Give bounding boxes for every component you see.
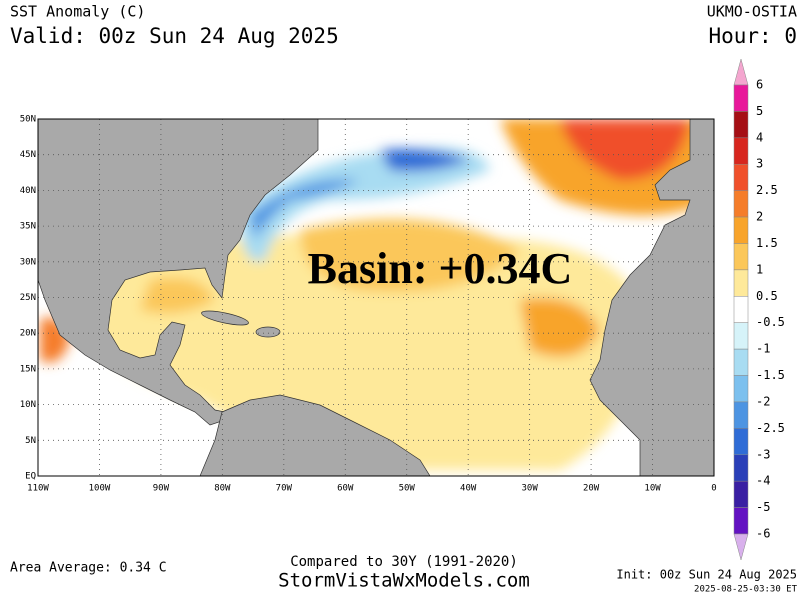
colorbar-box [733, 269, 749, 297]
colorbar-label: -2 [756, 394, 770, 408]
colorbar-label: 4 [756, 130, 763, 144]
lon-label: 110W [27, 484, 49, 494]
colorbar-box [733, 137, 749, 165]
valid-time: Valid: 00z Sun 24 Aug 2025 [10, 24, 339, 48]
lat-label: 20N [20, 329, 36, 339]
colorbar-box [733, 84, 749, 112]
colorbar-arrow-bottom [733, 533, 749, 561]
colorbar-label: 5 [756, 104, 763, 118]
title: SST Anomaly (C) [10, 3, 145, 21]
lat-label: 30N [20, 257, 36, 267]
lat-label: 5N [25, 436, 36, 446]
lat-label: EQ [25, 472, 36, 482]
lon-label: 30W [522, 484, 539, 494]
lon-label: 90W [153, 484, 170, 494]
lon-label: 0 [711, 484, 716, 494]
colorbar-label: 1.5 [756, 236, 778, 250]
colorbar-label: -6 [756, 527, 770, 541]
hour: Hour: 0 [708, 24, 797, 48]
colorbar-label: 2.5 [756, 183, 778, 197]
colorbar-label: -0.5 [756, 315, 785, 329]
colorbar-label: -3 [756, 447, 770, 461]
colorbar-box [733, 348, 749, 376]
colorbar-box [733, 111, 749, 139]
lat-label: 15N [20, 364, 36, 374]
colorbar-label: -4 [756, 474, 770, 488]
source: UKMO-OSTIA [707, 3, 797, 21]
colorbar-label: -2.5 [756, 421, 785, 435]
colorbar-label: -1.5 [756, 368, 785, 382]
basin-annotation: Basin: +0.34C [308, 244, 573, 293]
colorbar-box [733, 375, 749, 403]
map-frame [37, 118, 715, 477]
lon-label: 20W [583, 484, 600, 494]
colorbar-box [733, 163, 749, 191]
colorbar-label: 2 [756, 210, 763, 224]
colorbar-box [733, 216, 749, 244]
colorbar-label: 6 [756, 78, 763, 92]
lat-label: 50N [20, 115, 36, 125]
colorbar-box [733, 243, 749, 271]
colorbar-box [733, 507, 749, 535]
lat-label: 40N [20, 186, 36, 196]
lon-label: 10W [644, 484, 661, 494]
lat-label: 10N [20, 400, 36, 410]
colorbar-arrow-top [733, 58, 749, 86]
colorbar-label: 0.5 [756, 289, 778, 303]
lon-label: 50W [399, 484, 416, 494]
lon-label: 60W [337, 484, 354, 494]
lon-label: 70W [276, 484, 293, 494]
lon-label: 40W [460, 484, 477, 494]
map [38, 119, 714, 476]
colorbar-label: -5 [756, 500, 770, 514]
colorbar-label: -1 [756, 342, 770, 356]
lon-label: 100W [89, 484, 111, 494]
colorbar-box [733, 454, 749, 482]
colorbar-box [733, 322, 749, 350]
colorbar-box [733, 480, 749, 508]
lat-label: 25N [20, 293, 36, 303]
colorbar-box [733, 296, 749, 323]
generated-time: 2025-08-25-03:30 ET [694, 585, 798, 595]
lat-label: 45N [20, 150, 36, 160]
init-time: Init: 00z Sun 24 Aug 2025 [616, 568, 797, 582]
colorbar-label: 1 [756, 262, 763, 276]
comparison: Compared to 30Y (1991-2020) [290, 554, 518, 570]
colorbar-box [733, 428, 749, 456]
colorbar-label: 3 [756, 157, 763, 171]
area-average: Area Average: 0.34 C [10, 561, 167, 576]
colorbar-box [733, 190, 749, 218]
lat-label: 35N [20, 222, 36, 232]
colorbar-box [733, 401, 749, 429]
lon-label: 80W [214, 484, 231, 494]
site: StormVistaWxModels.com [278, 570, 530, 592]
